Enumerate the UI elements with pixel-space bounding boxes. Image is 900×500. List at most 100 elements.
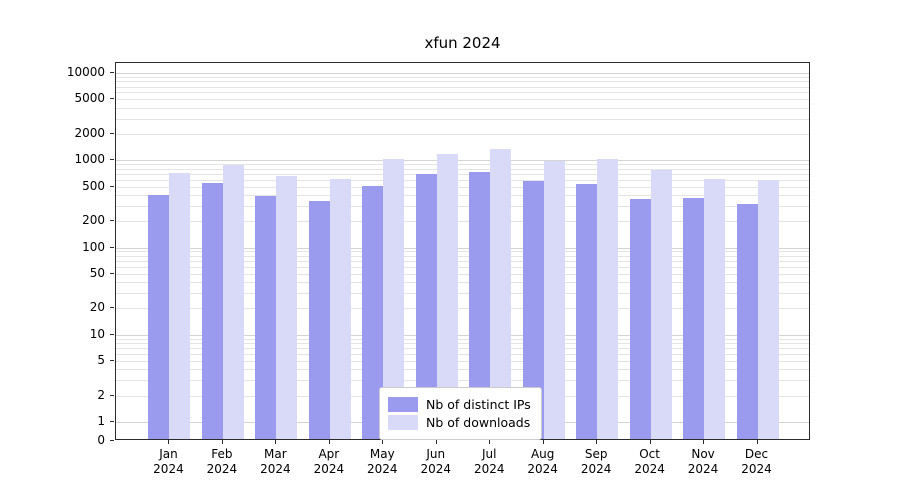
x-tick-mark: [435, 440, 437, 444]
y-tick-mark: [110, 246, 114, 248]
y-tick-mark: [110, 159, 114, 161]
bar-downloads: [490, 149, 512, 439]
gridline: [116, 282, 809, 284]
gridline: [116, 247, 809, 249]
gridline: [116, 273, 809, 275]
gridline: [116, 380, 809, 382]
gridline: [116, 168, 809, 170]
bar-downloads: [757, 179, 779, 439]
y-tick-label: 20: [89, 300, 105, 315]
x-tick-mark: [703, 440, 705, 444]
legend-label-downloads: Nb of downloads: [426, 415, 531, 430]
y-tick-label: 200: [82, 213, 105, 228]
gridline: [116, 293, 809, 295]
gridline: [116, 369, 809, 371]
x-tick-mark: [596, 440, 598, 444]
x-tick-label: Nov 2024: [687, 447, 719, 476]
x-tick-label: May 2024: [367, 447, 398, 476]
x-tick-label: Jun 2024: [420, 447, 452, 476]
gridline: [116, 343, 809, 345]
y-tick-label: 10: [89, 326, 105, 341]
bar-distinct-ips: [255, 195, 277, 439]
x-tick-label: Mar 2024: [260, 447, 291, 476]
y-tick-label: 50: [89, 265, 105, 280]
x-tick-mark: [489, 440, 491, 444]
y-tick-mark: [110, 220, 114, 222]
x-tick-label: Dec 2024: [741, 447, 772, 476]
gridline: [116, 92, 809, 94]
bar-distinct-ips: [148, 194, 170, 439]
gridline: [116, 173, 809, 175]
gridline: [116, 118, 809, 120]
gridline: [116, 338, 809, 340]
chart-title: xfun 2024: [424, 34, 501, 52]
x-tick-mark: [221, 440, 223, 444]
y-tick-label: 100: [82, 239, 105, 254]
gridline: [116, 205, 809, 207]
gridline: [116, 160, 809, 162]
gridline: [116, 86, 809, 88]
gridline: [116, 221, 809, 223]
y-tick-label: 500: [82, 178, 105, 193]
x-tick-mark: [168, 440, 170, 444]
x-tick-label: Jan 2024: [153, 447, 184, 476]
y-tick-mark: [110, 98, 114, 100]
bar-distinct-ips: [576, 184, 598, 439]
bar-distinct-ips: [469, 171, 491, 439]
bar-distinct-ips: [415, 173, 437, 439]
bar-downloads: [436, 153, 458, 439]
y-tick-label: 10000: [66, 65, 105, 79]
bar-distinct-ips: [736, 203, 758, 439]
legend-swatch-downloads: [388, 415, 418, 430]
bar-downloads: [329, 178, 351, 439]
y-tick-mark: [110, 132, 114, 134]
bar-distinct-ips: [629, 199, 651, 439]
gridline: [116, 251, 809, 253]
gridline: [116, 99, 809, 101]
y-tick-mark: [110, 421, 114, 422]
y-tick-label: 5: [97, 353, 105, 367]
y-tick-label: 5000: [74, 91, 105, 106]
x-tick-mark: [542, 440, 544, 444]
bar-downloads: [597, 159, 619, 439]
legend-label-distinct-ips: Nb of distinct IPs: [426, 397, 531, 412]
gridline: [116, 194, 809, 196]
gridline: [116, 348, 809, 350]
gridline: [116, 179, 809, 181]
bar-downloads: [543, 161, 565, 439]
gridline: [116, 186, 809, 188]
y-tick-mark: [110, 307, 114, 309]
x-tick-label: Oct 2024: [634, 447, 665, 476]
legend-swatch-distinct-ips: [388, 397, 418, 412]
gridline: [116, 107, 809, 109]
y-tick-mark: [110, 72, 114, 73]
gridline: [116, 354, 809, 356]
y-tick-mark: [110, 333, 114, 335]
gridline: [116, 334, 809, 336]
y-tick-mark: [110, 185, 114, 187]
bar-downloads: [169, 173, 191, 439]
gridline: [116, 255, 809, 257]
bar-distinct-ips: [308, 201, 330, 439]
gridline: [116, 133, 809, 135]
gridline: [116, 73, 809, 74]
legend-item-distinct-ips: Nb of distinct IPs: [388, 397, 531, 412]
bar-downloads: [276, 175, 298, 439]
y-tick-mark: [110, 440, 114, 441]
bar-distinct-ips: [362, 185, 384, 439]
gridline: [116, 261, 809, 262]
bar-downloads: [704, 178, 726, 439]
gridline: [116, 266, 809, 268]
y-tick-label: 1000: [74, 152, 105, 167]
x-tick-mark: [328, 440, 330, 444]
y-tick-mark: [110, 272, 114, 274]
y-tick-label: 1: [97, 414, 105, 428]
x-tick-mark: [756, 440, 758, 444]
x-tick-label: Aug 2024: [527, 447, 558, 476]
gridline: [116, 361, 809, 362]
gridline: [116, 308, 809, 310]
legend-item-downloads: Nb of downloads: [388, 415, 531, 430]
y-tick-label: 2000: [74, 125, 105, 140]
bar-distinct-ips: [201, 183, 223, 439]
bar-downloads: [650, 169, 672, 439]
